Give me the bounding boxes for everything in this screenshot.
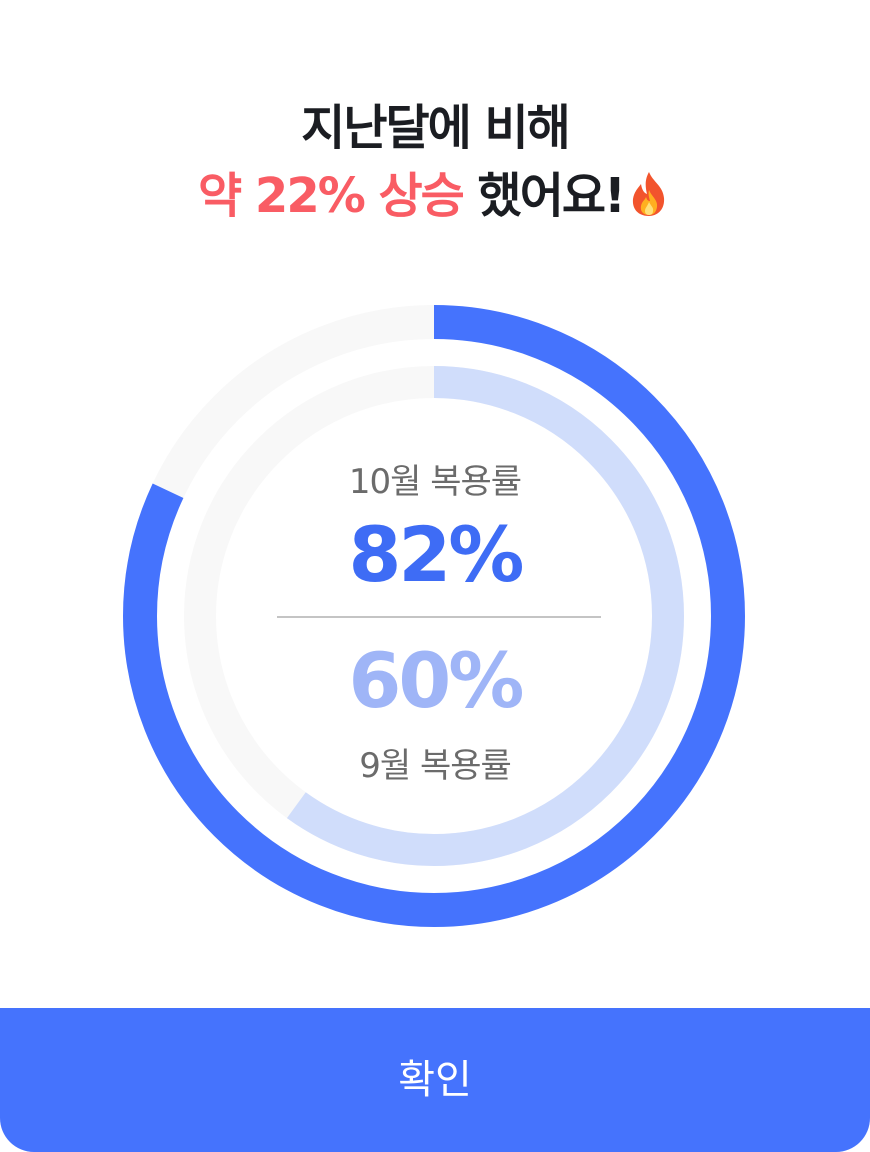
- fire-icon: [626, 168, 672, 236]
- title-line2: 약 22% 상승 했어요!: [0, 162, 870, 236]
- current-month-label: 10월 복용률: [348, 462, 522, 502]
- title-rest: 했어요!: [462, 168, 626, 224]
- title-highlight: 약 22% 상승: [198, 168, 465, 224]
- inner-ring-progress: [184, 366, 684, 866]
- outer-ring-progress: [123, 305, 745, 927]
- page-title: 지난달에 비해 약 22% 상승 했어요!: [0, 94, 870, 236]
- divider: [277, 616, 601, 618]
- previous-month-label: 9월 복용률: [359, 746, 512, 786]
- title-line1: 지난달에 비해: [301, 100, 571, 156]
- previous-month-value: 60%: [348, 636, 525, 725]
- confirm-button[interactable]: 확인: [0, 1008, 870, 1152]
- current-month-value: 82%: [348, 510, 525, 599]
